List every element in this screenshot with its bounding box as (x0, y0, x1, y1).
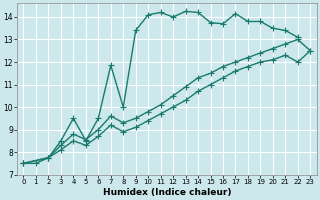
X-axis label: Humidex (Indice chaleur): Humidex (Indice chaleur) (103, 188, 231, 197)
